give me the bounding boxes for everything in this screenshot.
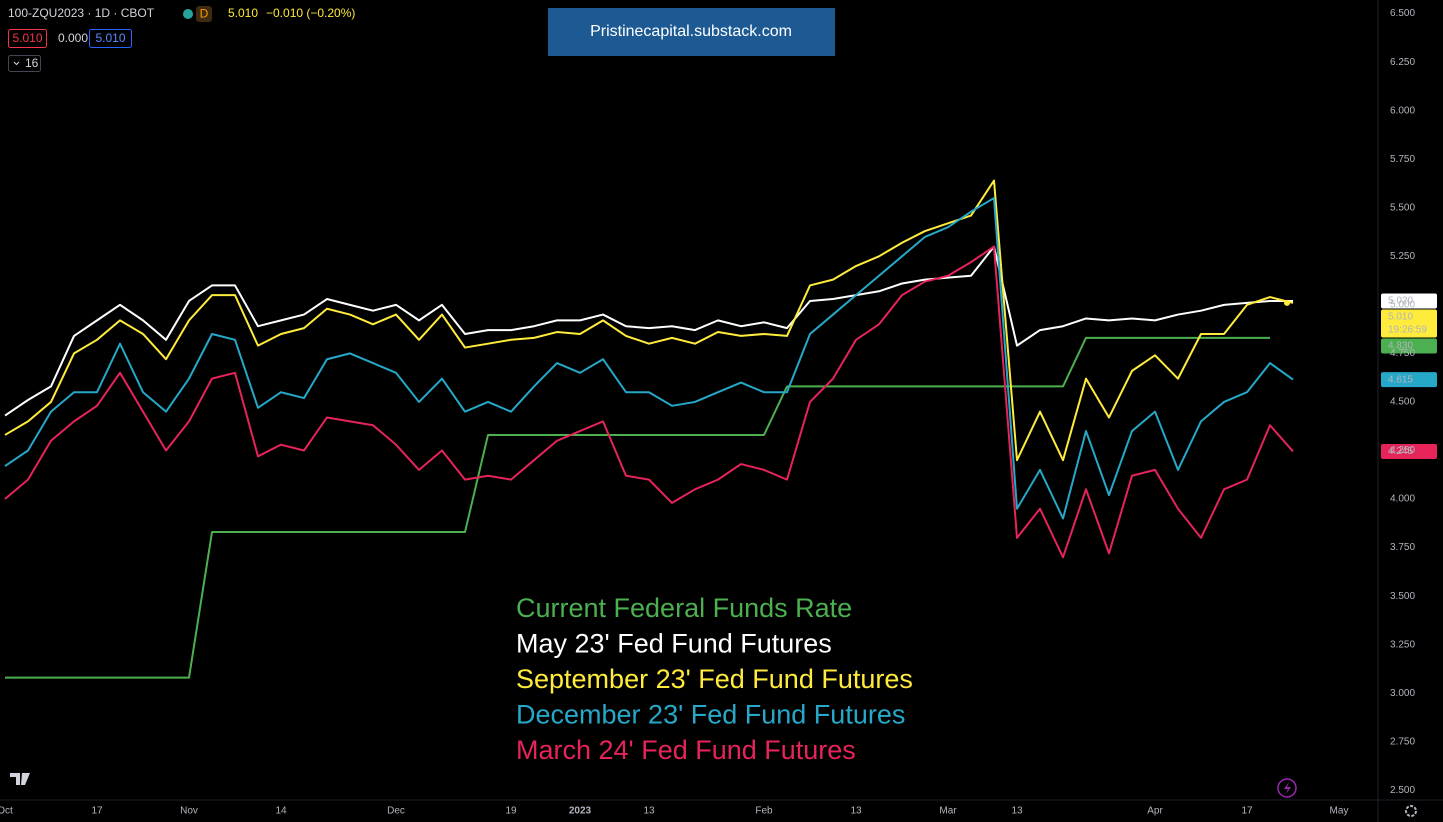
watermark: Pristinecapital.substack.com	[590, 23, 792, 40]
y-tick-label: 5.000	[1390, 299, 1415, 310]
price-tag	[1381, 443, 1437, 459]
price-tag-label: 4.245	[1388, 446, 1413, 457]
x-tick-label: May	[1330, 806, 1349, 817]
indicator-box	[8, 55, 41, 72]
symbol: 100-ZQU2023 · 1D · CBOT	[8, 6, 155, 20]
y-tick-label: 5.250	[1390, 251, 1415, 262]
badge: D	[200, 7, 209, 21]
y-tick-label: 3.500	[1390, 591, 1415, 602]
price-tag-label: 4.615	[1388, 374, 1413, 385]
price-tag	[1381, 309, 1437, 338]
price-change: −0.010 (−0.20%)	[266, 6, 355, 20]
box-value: 0.000	[58, 31, 88, 45]
x-tick-label: Oct	[0, 806, 13, 817]
y-tick-label: 4.000	[1390, 494, 1415, 505]
box-red	[8, 29, 47, 48]
tv-logo	[10, 773, 30, 785]
series-line	[4, 179, 1294, 462]
lightning-icon[interactable]	[1277, 778, 1297, 798]
series-line	[4, 245, 1294, 559]
y-tick-label: 5.750	[1390, 154, 1415, 165]
y-tick-label: 2.500	[1390, 785, 1415, 796]
legend-entry: Current Federal Funds Rate	[516, 593, 852, 623]
y-tick-label: 4.750	[1390, 348, 1415, 359]
price-tag-label: 5.010	[1388, 312, 1413, 323]
price-tag-label: 5.020	[1388, 296, 1413, 307]
price-tag	[1381, 338, 1437, 354]
x-tick-label: 14	[275, 806, 287, 817]
lightning	[1284, 782, 1291, 794]
price-tag-label: 4.830	[1388, 341, 1413, 352]
x-tick-label: 17	[1241, 806, 1253, 817]
box-blue	[89, 29, 132, 48]
x-tick-label: Dec	[387, 806, 405, 817]
price-tag	[1381, 372, 1437, 388]
y-tick-label: 3.750	[1390, 542, 1415, 553]
settings-icon[interactable]	[1405, 805, 1417, 817]
x-tick-label: 2023	[569, 806, 592, 817]
box-value: 5.010	[95, 31, 125, 45]
badge-bg	[196, 6, 212, 22]
legend-entry: May 23' Fed Fund Futures	[516, 629, 832, 659]
y-tick-label: 3.000	[1390, 688, 1415, 699]
y-tick-label: 5.500	[1390, 202, 1415, 213]
x-tick-label: 13	[1011, 806, 1023, 817]
legend-entry: September 23' Fed Fund Futures	[516, 664, 913, 694]
legend-entry: December 23' Fed Fund Futures	[516, 700, 905, 730]
box-value: 5.010	[12, 31, 42, 45]
indicator: 16	[25, 56, 39, 70]
price-tags: 5.020 5.010 19:26:59 4.830 4.615 4.245	[1381, 293, 1437, 459]
countdown: 19:26:59	[1388, 325, 1427, 336]
x-tick-label: Apr	[1147, 806, 1163, 817]
y-tick-label: 6.250	[1390, 57, 1415, 68]
x-tick-label: Mar	[939, 806, 957, 817]
x-tick-label: 13	[643, 806, 655, 817]
chevron	[13, 61, 20, 66]
series-line	[4, 245, 1293, 417]
last-price: 5.010	[228, 6, 258, 20]
x-tick-label: 13	[850, 806, 862, 817]
last-point	[1284, 299, 1290, 306]
price-tag	[1381, 293, 1437, 309]
y-tick-label: 4.250	[1390, 445, 1415, 456]
watermark-bg	[548, 8, 835, 56]
y-tick-label: 4.500	[1390, 397, 1415, 408]
series-line	[4, 197, 1294, 520]
x-tick-label: Feb	[755, 806, 773, 817]
y-tick-label: 3.250	[1390, 639, 1415, 650]
legend: Current Federal Funds Rate May 23' Fed Fu…	[516, 593, 913, 765]
y-tick-label: 6.000	[1390, 105, 1415, 116]
series-line	[5, 336, 1270, 679]
y-tick-label: 6.500	[1390, 8, 1415, 19]
x-tick-label: 17	[91, 806, 103, 817]
status-dot	[183, 9, 193, 19]
x-tick-label: Nov	[180, 806, 198, 817]
x-tick-label: 19	[505, 806, 517, 817]
y-tick-label: 2.750	[1390, 736, 1415, 747]
plot-area	[4, 179, 1294, 679]
legend-entry: March 24' Fed Fund Futures	[516, 735, 856, 765]
